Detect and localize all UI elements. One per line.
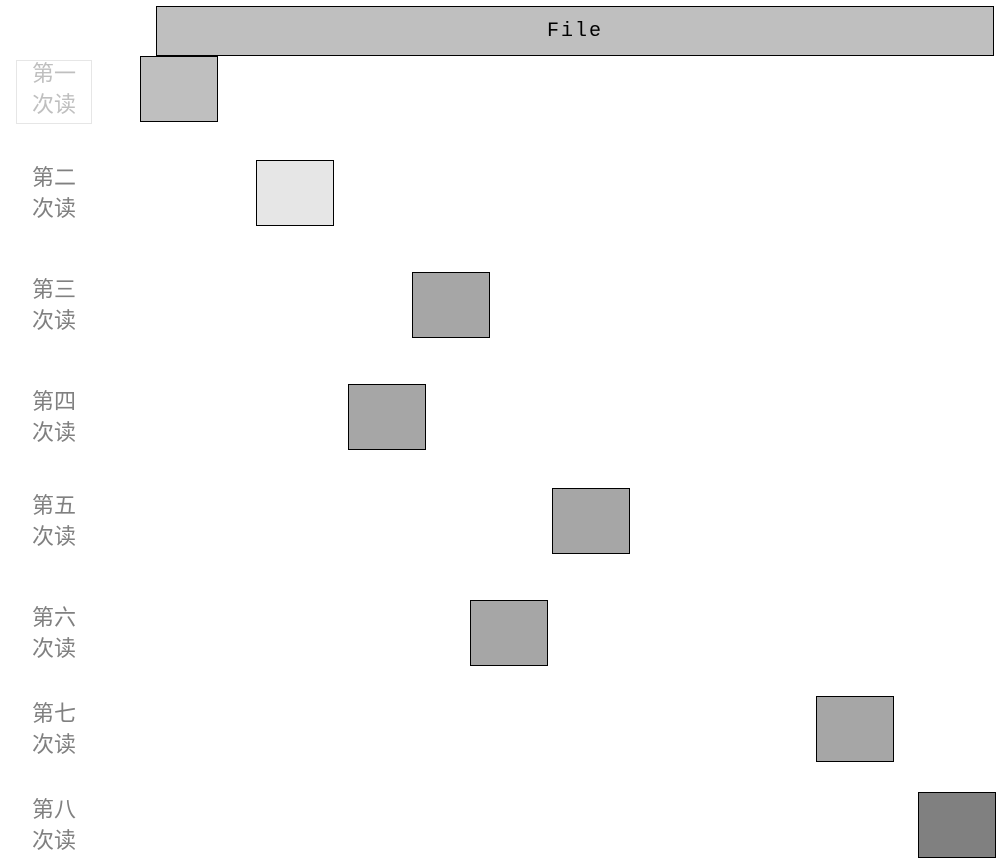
read-box-7 [816, 696, 894, 762]
read-label-3: 第三 次读 [16, 276, 92, 340]
read-box-2 [256, 160, 334, 226]
read-label-1: 第一 次读 [16, 60, 92, 124]
read-label-8: 第八 次读 [16, 796, 92, 860]
file-bar: File [156, 6, 994, 56]
file-bar-label: File [547, 20, 603, 43]
read-box-5 [552, 488, 630, 554]
read-label-4: 第四 次读 [16, 388, 92, 452]
read-box-8 [918, 792, 996, 858]
diagram-canvas: File 第一 次读 第二 次读 第三 次读 第四 次读 第五 次读 第六 次读… [0, 0, 1000, 863]
read-box-3 [412, 272, 490, 338]
read-box-4 [348, 384, 426, 450]
read-label-6: 第六 次读 [16, 604, 92, 668]
read-label-5: 第五 次读 [16, 492, 92, 556]
read-label-7: 第七 次读 [16, 700, 92, 764]
read-label-2: 第二 次读 [16, 164, 92, 228]
read-box-6 [470, 600, 548, 666]
read-box-1 [140, 56, 218, 122]
